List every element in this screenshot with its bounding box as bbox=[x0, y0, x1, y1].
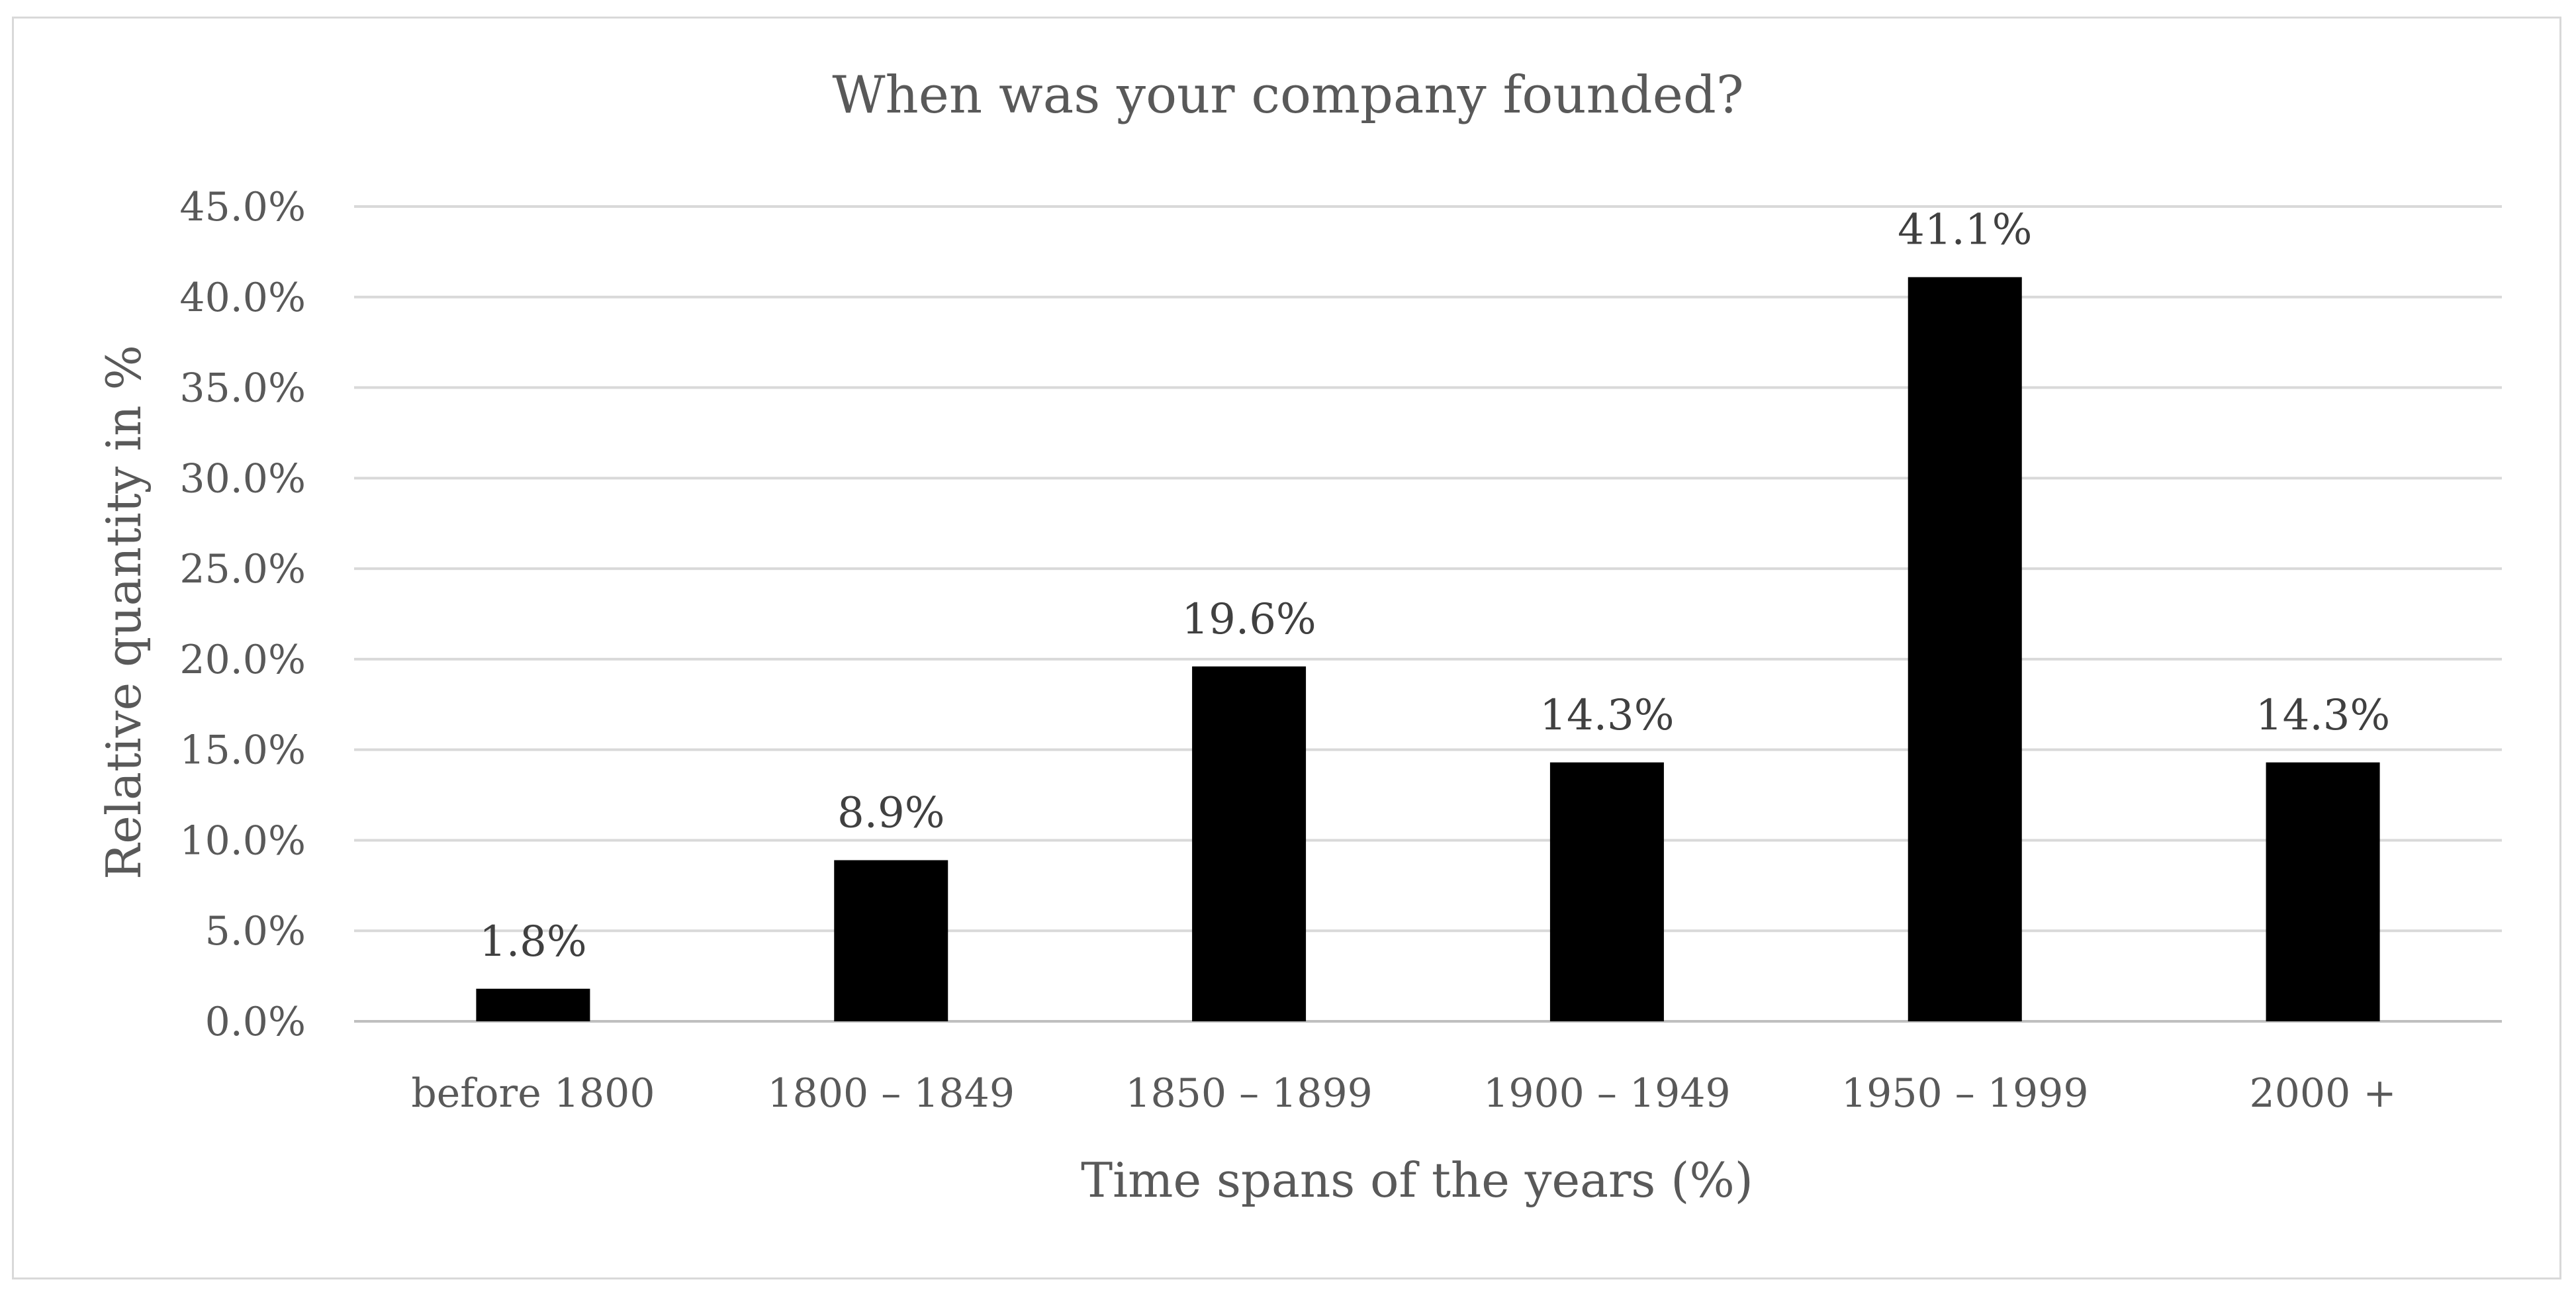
y-tick-label: 5.0% bbox=[205, 908, 306, 954]
data-label: 19.6% bbox=[1181, 595, 1316, 644]
chart-frame bbox=[12, 17, 2561, 1279]
category-label: 1950 – 1999 bbox=[1841, 1070, 2089, 1117]
y-axis-ticks: 0.0% 5.0% 10.0% 15.0% 20.0% 25.0% 30.0% 35.0% 40… bbox=[179, 184, 306, 1045]
y-tick-label: 0.0% bbox=[205, 999, 306, 1045]
y-tick-label: 20.0% bbox=[179, 637, 306, 683]
y-tick-label: 40.0% bbox=[179, 275, 306, 321]
category-label: 1850 – 1899 bbox=[1125, 1070, 1373, 1117]
bars bbox=[476, 277, 2380, 1022]
y-tick-label: 10.0% bbox=[179, 817, 306, 864]
category-label: before 1800 bbox=[411, 1070, 655, 1117]
bar bbox=[1908, 277, 2022, 1022]
y-axis-title: Relative quantity in % bbox=[96, 345, 152, 880]
category-label: 1800 – 1849 bbox=[767, 1070, 1015, 1117]
data-label: 1.8% bbox=[479, 917, 587, 966]
gridlines bbox=[354, 205, 2502, 1023]
bar bbox=[1549, 762, 1664, 1021]
category-label: 2000 + bbox=[2250, 1070, 2397, 1117]
category-label: 1900 – 1949 bbox=[1483, 1070, 1731, 1117]
y-tick-label: 25.0% bbox=[179, 546, 306, 592]
bar bbox=[2266, 762, 2380, 1021]
data-label: 14.3% bbox=[2256, 691, 2390, 740]
chart-title: When was your company founded? bbox=[832, 66, 1743, 125]
data-label: 8.9% bbox=[837, 789, 945, 838]
bar bbox=[1192, 666, 1307, 1021]
bar bbox=[476, 988, 590, 1021]
y-tick-label: 35.0% bbox=[179, 365, 306, 412]
x-axis-categories: before 1800 1800 – 1849 1850 – 1899 1900 – … bbox=[411, 1070, 2396, 1117]
data-label: 14.3% bbox=[1540, 691, 1674, 740]
x-axis-title: Time spans of the years (%) bbox=[1081, 1152, 1753, 1208]
y-tick-label: 45.0% bbox=[179, 184, 306, 230]
data-labels: 1.8% 8.9% 19.6% 14.3% 41.1% 14.3% bbox=[479, 206, 2390, 966]
y-tick-label: 15.0% bbox=[179, 727, 306, 774]
data-label: 41.1% bbox=[1898, 206, 2032, 255]
bar bbox=[834, 860, 948, 1021]
y-tick-label: 30.0% bbox=[179, 455, 306, 502]
